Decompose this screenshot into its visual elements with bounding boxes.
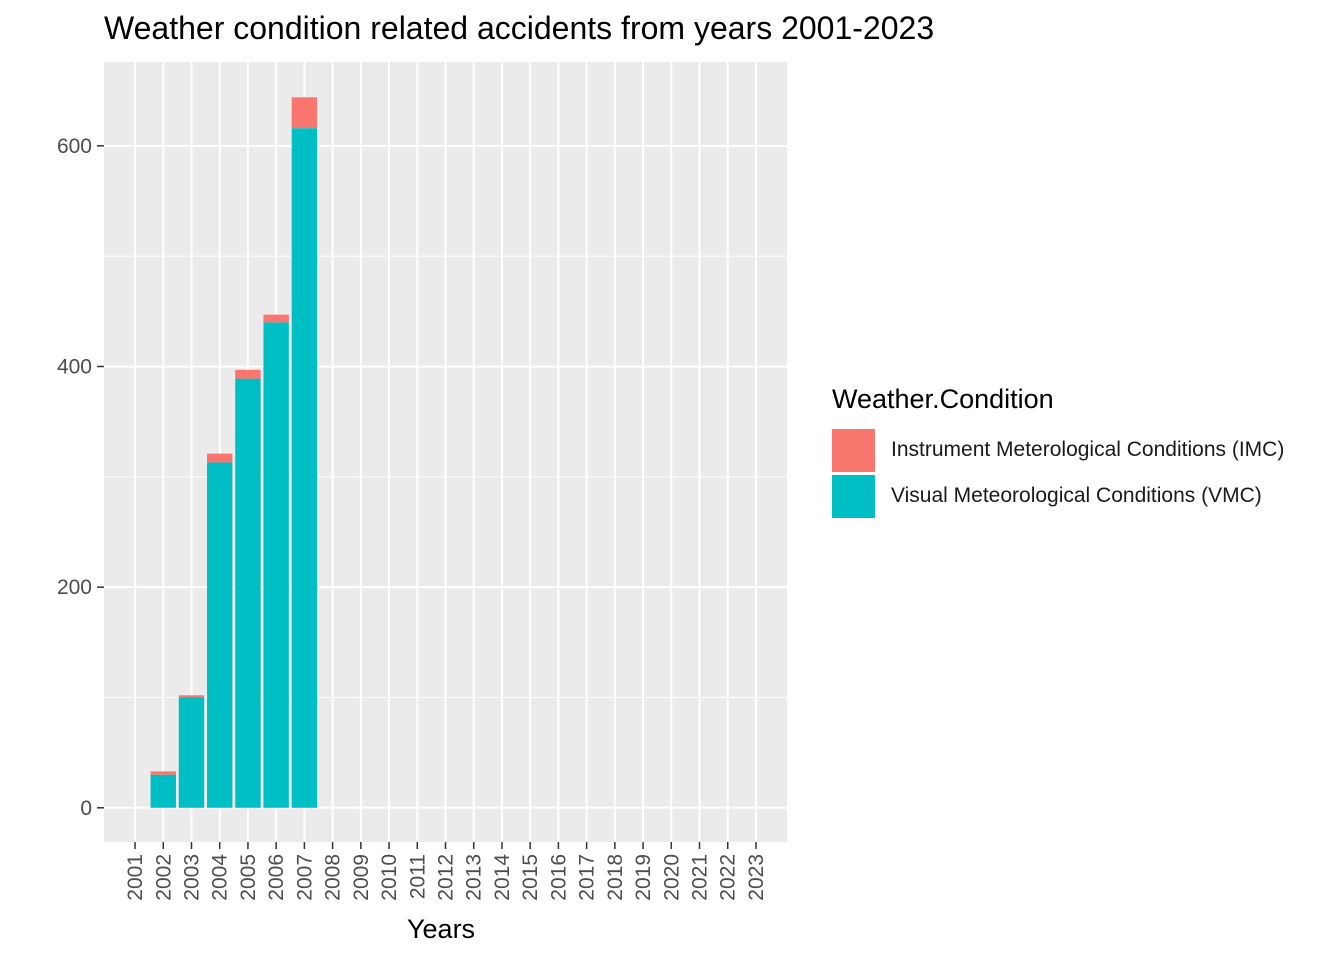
bar-vmc-2007 xyxy=(291,128,318,808)
x-tick-label: 2002 xyxy=(152,854,175,901)
x-tick-label: 2014 xyxy=(491,854,514,901)
bar-imc-2003 xyxy=(178,695,205,698)
bar-imc-2004 xyxy=(207,453,233,463)
x-tick-label: 2005 xyxy=(237,854,260,901)
bar-vmc-2005 xyxy=(235,378,261,808)
legend-key-imc xyxy=(832,428,875,472)
x-tick-label: 2022 xyxy=(717,854,740,901)
x-tick-label: 2001 xyxy=(124,854,147,901)
y-tick-label: 0 xyxy=(80,797,92,820)
y-tick-label: 600 xyxy=(57,135,92,158)
bar-imc-2006 xyxy=(263,314,289,323)
legend-key-vmc xyxy=(832,474,875,518)
x-axis-title: Years xyxy=(407,914,476,944)
y-tick-label: 400 xyxy=(57,355,92,378)
x-tick-label: 2011 xyxy=(406,854,429,899)
bar-vmc-2002 xyxy=(150,774,176,808)
legend-label-imc: Instrument Meterological Conditions (IMC… xyxy=(891,438,1285,461)
legend: Weather.Condition Instrument Meterologic… xyxy=(832,384,1284,519)
x-tick-label: 2012 xyxy=(435,854,458,901)
bar-imc-2005 xyxy=(235,369,261,379)
x-tick-label: 2023 xyxy=(745,854,768,901)
x-tick-label: 2020 xyxy=(660,854,683,901)
bar-imc-2007 xyxy=(291,97,318,129)
x-tick-label: 2008 xyxy=(322,854,345,901)
bar-vmc-2004 xyxy=(207,462,233,808)
axes: 0 200 400 600 2001 2002 2003 2004 2005 2006 2007 20… xyxy=(57,135,768,901)
x-tick-label: 2017 xyxy=(576,854,599,901)
legend-item-vmc: Visual Meteorological Conditions (VMC) xyxy=(832,473,1284,519)
bars xyxy=(150,97,318,808)
bar-vmc-2006 xyxy=(263,322,289,808)
x-tick-label: 2021 xyxy=(689,854,712,901)
legend-title: Weather.Condition xyxy=(832,384,1054,414)
x-tick-label: 2018 xyxy=(604,854,627,901)
legend-label-vmc: Visual Meteorological Conditions (VMC) xyxy=(891,484,1262,507)
bar-imc-2002 xyxy=(150,771,176,775)
x-tick-label: 2015 xyxy=(519,854,542,901)
y-tick-label: 200 xyxy=(57,576,92,599)
x-tick-label: 2003 xyxy=(180,854,203,901)
x-tick-label: 2013 xyxy=(463,854,486,901)
x-tick-label: 2010 xyxy=(378,854,401,901)
x-tick-label: 2016 xyxy=(547,854,570,901)
legend-item-imc: Instrument Meterological Conditions (IMC… xyxy=(832,427,1284,473)
x-tick-label: 2007 xyxy=(293,854,316,901)
chart-title: Weather condition related accidents from… xyxy=(104,10,935,46)
x-tick-label: 2004 xyxy=(209,854,232,901)
bar-vmc-2003 xyxy=(178,697,205,808)
x-tick-label: 2019 xyxy=(632,854,655,901)
x-tick-label: 2006 xyxy=(265,854,288,901)
x-tick-label: 2009 xyxy=(350,854,373,901)
